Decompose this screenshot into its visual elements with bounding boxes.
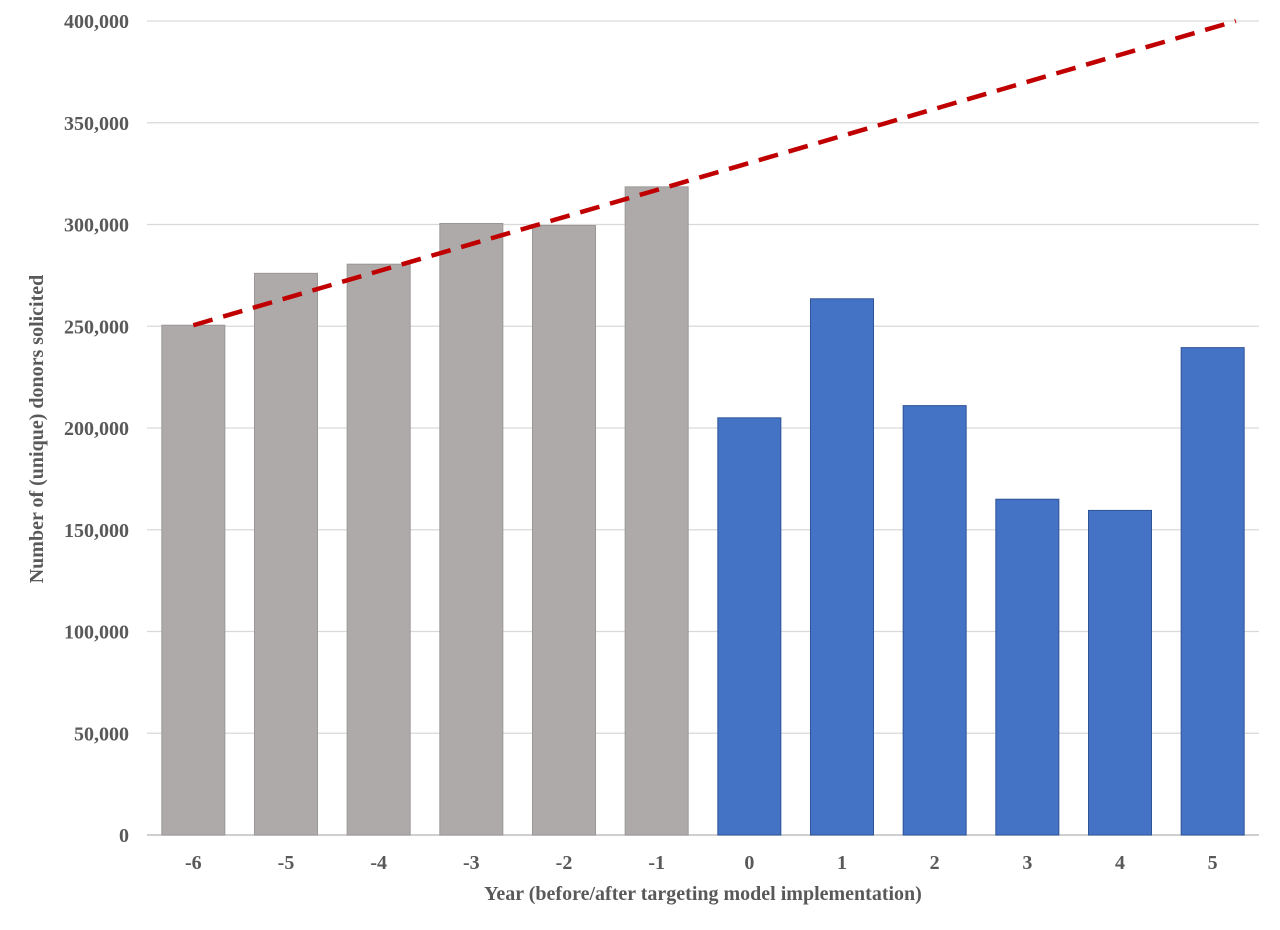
bar-5 <box>1180 347 1245 836</box>
x-tick-label: -1 <box>648 852 665 874</box>
y-tick-label: 200,000 <box>64 418 129 440</box>
y-tick-label: 150,000 <box>64 520 129 542</box>
bar-2 <box>902 405 967 836</box>
bar--5 <box>253 272 319 836</box>
y-tick-label: 400,000 <box>64 11 129 33</box>
bar-4 <box>1087 509 1153 836</box>
x-tick-label: 0 <box>744 852 754 874</box>
y-tick-label: 0 <box>119 825 129 847</box>
x-tick-label: -2 <box>556 852 573 874</box>
y-tick-label: 100,000 <box>64 622 129 644</box>
y-tick-label: 250,000 <box>64 316 129 338</box>
bar--1 <box>624 186 689 836</box>
x-axis-title: Year (before/after targeting model imple… <box>484 883 922 905</box>
bar-3 <box>995 498 1060 836</box>
bar-0 <box>717 417 782 836</box>
bar--6 <box>161 324 226 836</box>
bar--2 <box>531 225 597 836</box>
x-tick-label: 2 <box>930 852 940 874</box>
x-tick-label: -3 <box>463 852 480 874</box>
trend-line-group <box>192 18 1237 328</box>
bar--3 <box>439 222 504 836</box>
x-tick-label: 1 <box>837 852 847 874</box>
x-tick-label: -4 <box>370 852 387 874</box>
bar-1 <box>809 298 875 836</box>
y-tick-label: 300,000 <box>64 215 129 237</box>
trend-line <box>192 18 1237 328</box>
x-axis-ticks: -6 -5 -4 -3 -2 -1 0 1 2 3 4 5 <box>185 852 1218 874</box>
x-tick-label: -5 <box>278 852 295 874</box>
x-tick-label: 5 <box>1208 852 1218 874</box>
y-axis-ticks: 0 50,000 100,000 150,000 200,000 250,000 300,0… <box>64 11 129 847</box>
gridlines <box>147 20 1259 836</box>
x-tick-label: 4 <box>1115 852 1125 874</box>
y-tick-label: 350,000 <box>64 113 129 135</box>
y-tick-label: 50,000 <box>74 723 129 745</box>
bars <box>161 186 1245 836</box>
x-tick-label: 3 <box>1022 852 1032 874</box>
bar--4 <box>346 263 411 836</box>
y-axis-title: Number of (unique) donors solicited <box>26 275 48 584</box>
x-tick-label: -6 <box>185 852 202 874</box>
